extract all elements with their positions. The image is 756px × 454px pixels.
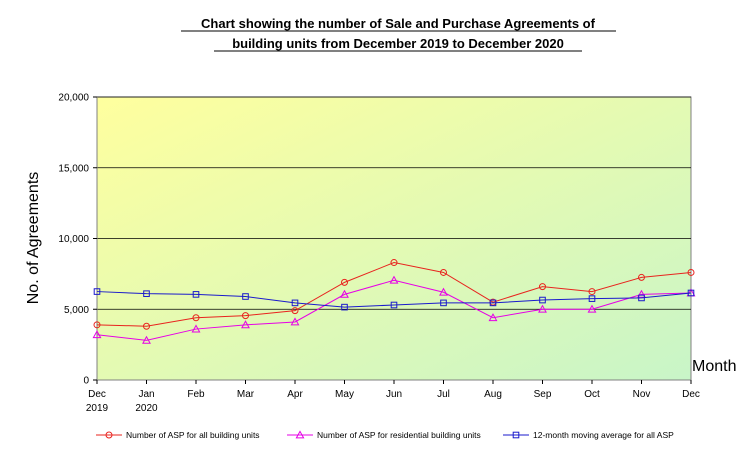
data-point [192,291,200,298]
x-tick-label: Jun [386,389,402,400]
legend-label: Number of ASP for residential building u… [317,430,481,440]
x-tick-label: Jan [138,389,154,400]
data-point [539,283,546,291]
data-point [192,314,200,322]
data-point [341,303,348,311]
x-tick-label: Aug [484,389,502,400]
y-tick-label: 15,000 [58,163,89,174]
data-point [687,268,695,276]
data-point [143,290,150,297]
data-point [142,335,151,344]
data-point [341,278,348,286]
x-tick-label: Feb [187,389,205,400]
series-line [96,279,692,341]
data-point [539,296,546,304]
data-point [291,307,299,315]
data-point [637,289,646,298]
data-point [587,304,597,313]
y-tick-label: 20,000 [58,93,89,104]
data-point [242,312,249,320]
data-point [92,330,102,339]
series-group [92,259,696,344]
data-point [687,289,695,297]
y-axis-label: No. of Agreements [25,172,42,305]
data-point [242,293,249,300]
y-tick-label: 0 [83,376,89,387]
x-tick-label: Dec [682,389,700,400]
x-tick-label: Nov [633,389,651,400]
chart-title-line-2: building units from December 2019 to Dec… [232,36,564,51]
data-point [390,259,398,267]
axes: 0 5,000 10,000 15,000 20,000 Dec 2019 Jan 2020 Fe… [58,93,699,415]
x-tick-label: Dec [88,389,106,400]
x-tick-label: Jul [437,389,450,400]
data-point [191,324,201,333]
data-point [440,268,447,276]
data-point [340,289,349,298]
x-tick-year-label: 2020 [135,403,158,414]
x-tick-label: Apr [287,389,303,400]
data-point [588,295,596,302]
data-point [588,288,596,296]
data-point [389,275,399,284]
data-point [638,273,645,281]
data-point [93,321,101,329]
legend: Number of ASP for all building units Numb… [96,430,674,440]
data-point [143,322,150,330]
chart-title-line-1: Chart showing the number of Sale and Pur… [201,16,596,31]
legend-item: Number of ASP for residential building u… [287,430,481,440]
x-tick-label: Sep [534,389,552,400]
legend-marker [295,430,305,439]
data-point [290,317,300,326]
x-tick-year-label: 2019 [86,403,109,414]
data-point [440,299,447,307]
legend-label: 12-month moving average for all ASP [533,430,674,440]
data-point [638,294,645,302]
data-point [489,299,497,307]
x-tick-label: May [335,389,354,400]
series-1 [93,259,695,330]
data-point [93,288,101,295]
data-point [241,320,250,329]
x-axis-label: Month [692,358,736,375]
series-3 [93,288,695,311]
x-tick-label: Oct [584,389,600,400]
data-point [488,313,498,322]
data-point [439,287,448,296]
series-line [96,262,692,327]
legend-marker [512,431,520,439]
data-point [390,301,398,309]
y-tick-label: 5,000 [64,305,89,316]
data-point [291,299,299,307]
y-tick-label: 10,000 [58,234,89,245]
legend-item: Number of ASP for all building units [96,430,260,440]
series-2 [92,275,696,344]
x-tick-label: Mar [237,389,255,400]
series-line [96,291,692,308]
legend-label: Number of ASP for all building units [126,430,260,440]
legend-item: 12-month moving average for all ASP [503,430,674,440]
gridlines [97,96,691,310]
legend-marker [105,431,113,439]
data-point [538,304,547,313]
